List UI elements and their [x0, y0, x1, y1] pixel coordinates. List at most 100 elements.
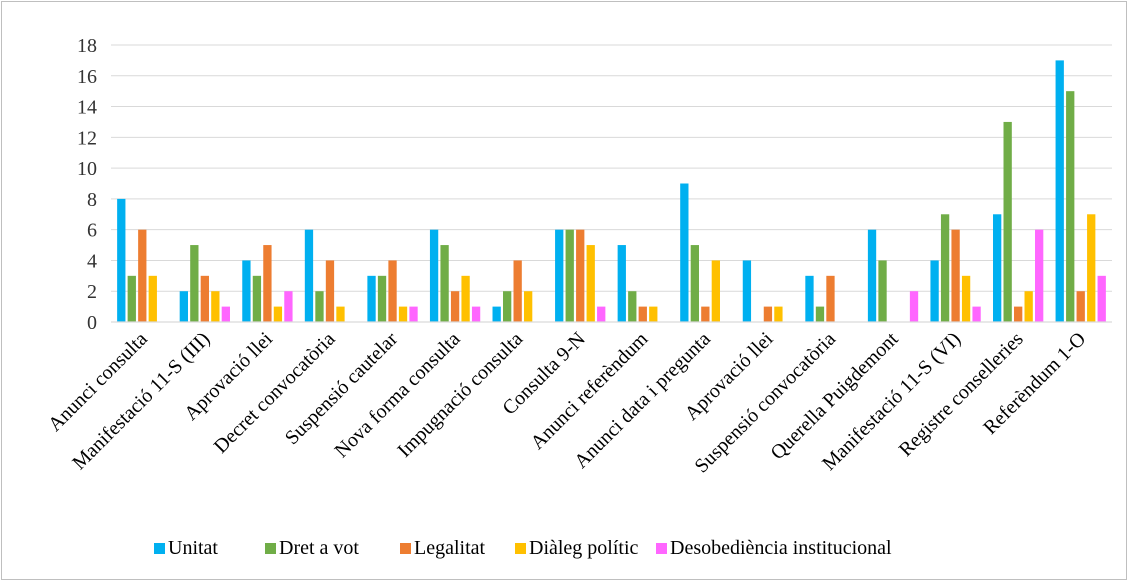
y-tick-label: 2	[87, 281, 97, 303]
bar	[617, 245, 626, 322]
y-tick-label: 0	[87, 312, 97, 334]
bar	[763, 306, 773, 322]
bar	[628, 291, 637, 322]
bar	[377, 275, 387, 322]
bar	[284, 291, 293, 322]
legend-swatch	[265, 543, 276, 554]
bar	[649, 306, 658, 322]
bar	[263, 245, 272, 322]
bar	[221, 306, 230, 322]
bar	[273, 306, 283, 322]
y-tick-label: 10	[77, 158, 97, 180]
legend-swatch	[515, 543, 526, 554]
bar	[1087, 214, 1096, 322]
bar	[1055, 60, 1064, 322]
bar	[1076, 291, 1085, 322]
bar	[461, 275, 470, 322]
bars	[117, 60, 1106, 322]
bar	[398, 306, 408, 322]
bar	[867, 229, 877, 322]
bar	[690, 245, 699, 322]
y-tick-label: 14	[77, 97, 97, 119]
bar	[252, 275, 262, 322]
bar	[179, 291, 188, 322]
bar	[503, 291, 512, 322]
bar	[524, 291, 533, 322]
bar	[586, 245, 595, 322]
bar	[680, 183, 689, 322]
legend-item: Desobediència institucional	[656, 537, 892, 559]
legend-swatch	[400, 543, 411, 554]
bar	[513, 260, 522, 322]
bar	[127, 275, 136, 322]
bar	[117, 198, 126, 322]
bar	[200, 275, 209, 322]
bar	[701, 306, 710, 322]
bar	[638, 306, 647, 322]
legend-swatch	[656, 543, 667, 554]
bar	[325, 260, 335, 322]
bar	[993, 214, 1002, 322]
bar	[940, 214, 950, 322]
bar	[388, 260, 397, 322]
bar	[597, 306, 606, 322]
bar	[951, 229, 960, 322]
y-tick-label: 18	[77, 35, 97, 57]
y-axis-tick-labels: 0 2 4 6 8 10 12 14 16 18	[77, 35, 97, 334]
bar	[1066, 91, 1075, 322]
bar	[805, 275, 814, 322]
bar	[1097, 275, 1106, 322]
legend-label: Desobediència institucional	[670, 537, 892, 559]
bar	[576, 229, 585, 322]
y-tick-label: 16	[77, 66, 97, 88]
bar	[190, 245, 199, 322]
legend-item: Dret a vot	[265, 537, 359, 559]
bar	[242, 260, 251, 322]
bar	[367, 275, 376, 322]
legend-item: Unitat	[154, 537, 218, 559]
x-category-label: Decret convocatòria	[210, 328, 340, 458]
bar	[565, 229, 574, 322]
bar	[972, 306, 981, 322]
bar	[471, 306, 481, 322]
bar	[961, 275, 971, 322]
bar	[555, 229, 564, 322]
gridlines	[111, 44, 1112, 292]
bar	[826, 275, 835, 322]
legend-label: Unitat	[168, 537, 218, 559]
bar	[409, 306, 418, 322]
legend-label: Legalitat	[414, 537, 486, 559]
y-tick-label: 8	[87, 189, 97, 211]
y-tick-label: 4	[87, 250, 97, 272]
bar	[711, 260, 720, 322]
bar	[429, 229, 439, 322]
bar	[492, 306, 501, 322]
bar	[815, 306, 825, 322]
bar	[909, 291, 919, 322]
x-category-label: Suspensió cautelar	[281, 328, 402, 449]
legend-item: Diàleg polític	[515, 537, 639, 559]
bar	[930, 260, 939, 322]
bar	[315, 291, 324, 322]
legend-item: Legalitat	[400, 537, 486, 559]
legend-label: Dret a vot	[279, 537, 359, 559]
legend: Unitat Dret a vot Legalitat Diàleg polític D…	[154, 537, 892, 559]
bar	[440, 245, 449, 322]
legend-label: Diàleg polític	[529, 537, 639, 559]
bar	[774, 306, 783, 322]
bar	[450, 291, 460, 322]
bar	[1014, 306, 1023, 322]
bar	[304, 229, 314, 322]
bar	[1003, 121, 1012, 322]
x-category-label: Anunci referèndum	[526, 328, 652, 454]
y-tick-label: 12	[77, 127, 97, 149]
legend-swatch	[154, 543, 165, 554]
y-tick-label: 6	[87, 220, 97, 242]
bar	[878, 260, 887, 322]
bar	[1035, 229, 1044, 322]
bar	[211, 291, 220, 322]
bar	[1024, 291, 1033, 322]
